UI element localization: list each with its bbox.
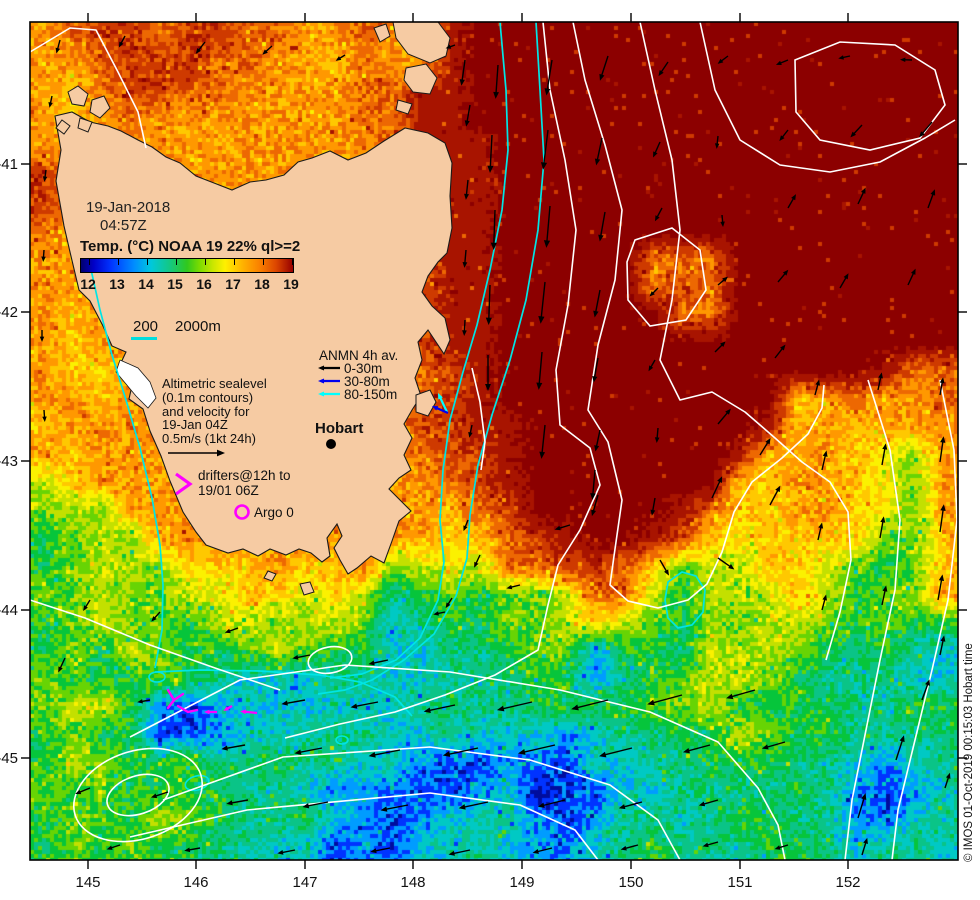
land-layer [54, 21, 453, 596]
svg-text:-43: -43 [0, 453, 18, 470]
colorbar-tick [89, 259, 90, 265]
colorbar-tick [263, 259, 264, 265]
bathymetry-contours [89, 21, 706, 792]
axes: 145 146 147 148 149 150 151 152 -41 -42 -43 -44 -45 [0, 13, 967, 891]
svg-text:-42: -42 [0, 304, 18, 321]
anmn-legend-title: ANMN 4h av. [319, 348, 399, 363]
anmn-depth-label: 80-150m [344, 387, 398, 402]
altimetric-note: Altimetric sealevel (0.1m contours) and … [162, 377, 267, 446]
colorbar-title: Temp. (°C) NOAA 19 22% ql>=2 [80, 238, 301, 255]
drifter-legend-chevron [175, 472, 193, 496]
svg-text:150: 150 [618, 874, 643, 891]
colorbar-tick [176, 259, 177, 265]
anmn-depth-label: 30-80m [344, 374, 390, 389]
svg-text:151: 151 [727, 874, 752, 891]
bathy-contour-sample [131, 337, 157, 340]
drifter-tracks [166, 472, 258, 715]
anmn-depth-label: 0-30m [344, 361, 383, 376]
svg-text:145: 145 [75, 874, 100, 891]
colorbar-tick [234, 259, 235, 265]
colorbar-tick [147, 259, 148, 265]
island [89, 95, 111, 119]
colorbar-tick-label: 15 [167, 276, 183, 292]
svg-text:-45: -45 [0, 750, 18, 767]
island [392, 21, 451, 64]
colorbar-tick-label: 12 [80, 276, 96, 292]
altimetric-note-line: (0.1m contours) [162, 389, 254, 405]
colorbar-tick-label: 16 [196, 276, 212, 292]
hobart-dot [326, 439, 336, 449]
svg-text:147: 147 [292, 874, 317, 891]
hobart-city-label: Hobart [315, 420, 364, 437]
argo-float-marker [234, 504, 250, 520]
colorbar-tick-label: 18 [254, 276, 270, 292]
colorbar-tick [292, 259, 293, 265]
altimetric-note-line: and velocity for [162, 403, 250, 419]
svg-text:148: 148 [400, 874, 425, 891]
island [415, 389, 437, 417]
colorbar-tick-label: 17 [225, 276, 241, 292]
velocity-arrows [39, 35, 951, 856]
svg-text:152: 152 [835, 874, 860, 891]
altimetric-note-line: 19-Jan 04Z [162, 417, 228, 433]
island [263, 570, 277, 582]
svg-text:149: 149 [509, 874, 534, 891]
colorbar-tick-label: 14 [138, 276, 154, 292]
island [299, 581, 315, 596]
markers [168, 365, 449, 520]
altimetric-note-line: Altimetric sealevel [162, 376, 267, 391]
colorbar-tick [205, 259, 206, 265]
colorbar-tick-label: 13 [109, 276, 125, 292]
colorbar-tick-label: 19 [283, 276, 299, 292]
island [395, 99, 413, 115]
bathy-2000-label: 2000m [175, 318, 221, 335]
svg-text:-41: -41 [0, 156, 18, 173]
time-label: 04:57Z [100, 217, 147, 234]
drifters-label-line2: 19/01 06Z [198, 483, 259, 498]
temperature-colorbar [80, 258, 294, 273]
copyright-note: © IMOS 01-Oct-2019 00:15:03 Hobart time [963, 643, 975, 862]
altimetric-note-line: 0.5m/s (1kt 24h) [162, 431, 256, 447]
drifters-label-line1: drifters@12h to [198, 468, 291, 483]
svg-text:146: 146 [183, 874, 208, 891]
island [77, 117, 93, 133]
svg-text:-44: -44 [0, 602, 18, 619]
bathy-200-label: 200 [133, 318, 159, 335]
argo-label: Argo 0 [254, 505, 294, 520]
island [67, 85, 89, 107]
colorbar-tick [118, 259, 119, 265]
date-label: 19-Jan-2018 [86, 199, 171, 216]
island [55, 119, 71, 135]
island [373, 23, 391, 43]
island [403, 63, 438, 95]
